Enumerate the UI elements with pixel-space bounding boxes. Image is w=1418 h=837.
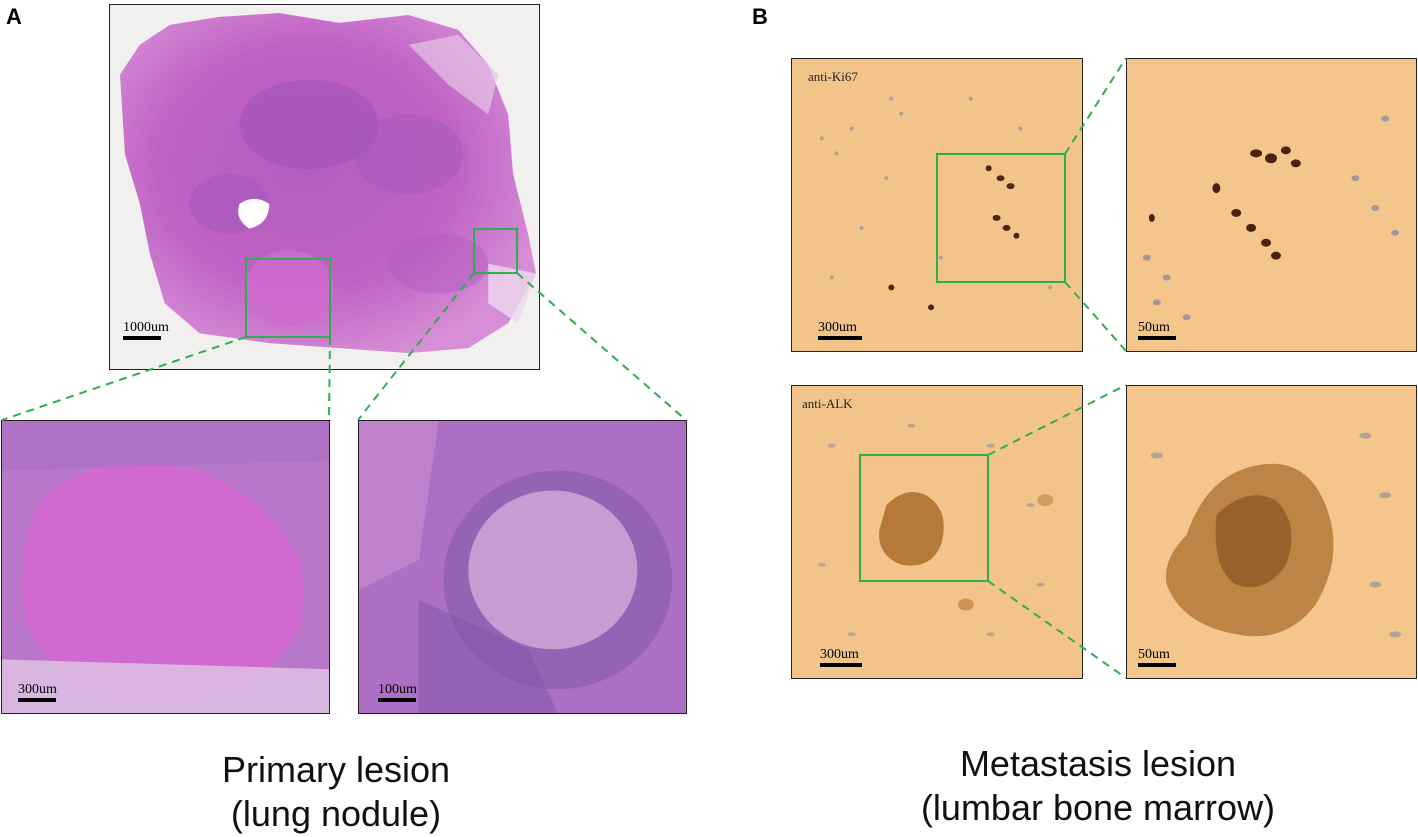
panel-label-a: A — [6, 4, 22, 29]
alk-image: anti-ALK 300um — [791, 385, 1083, 679]
alk-scale-label: 300um — [820, 647, 859, 662]
primary-caption-line2: (lung nodule) — [230, 793, 442, 834]
metastasis-caption-line1: Metastasis lesion — [959, 743, 1237, 784]
he-zoom-right-image: 100um — [358, 420, 687, 714]
alk-zoom-scale-label: 50um — [1138, 647, 1170, 662]
zoom-right-scale-label: 100um — [378, 682, 417, 697]
zoom-left-scale-bar — [18, 698, 56, 702]
zoom-left-scale-label: 300um — [18, 682, 57, 697]
overview-scale-label: 1000um — [123, 320, 169, 335]
ki67-image: anti-Ki67 300um — [791, 58, 1083, 352]
ki67-zoom-image: 50um — [1126, 58, 1417, 352]
overview-scale-bar — [123, 336, 161, 340]
ki67-stain-label: anti-Ki67 — [808, 69, 858, 84]
alk-zoom-scale-bar — [1138, 663, 1176, 667]
ki67-zoom-scale-label: 50um — [1138, 320, 1170, 335]
ki67-scale-bar — [818, 336, 862, 340]
zoom-right-scale-bar — [378, 698, 416, 702]
he-overview-image: 1000um — [109, 4, 540, 370]
metastasis-caption-line2: (lumbar bone marrow) — [920, 787, 1276, 828]
alk-stain-label: anti-ALK — [802, 396, 853, 411]
primary-caption-line1: Primary lesion — [221, 749, 451, 790]
panel-label-b: B — [752, 4, 768, 29]
ki67-scale-label: 300um — [818, 320, 857, 335]
ki67-zoom-scale-bar — [1138, 336, 1176, 340]
metastasis-caption: Metastasis lesion (lumbar bone marrow) — [898, 742, 1298, 830]
alk-zoom-image: 50um — [1126, 385, 1417, 679]
connector-right-2 — [516, 272, 687, 421]
alk-scale-bar — [820, 663, 862, 667]
primary-caption: Primary lesion (lung nodule) — [186, 748, 486, 836]
he-zoom-left-image: 300um — [1, 420, 330, 714]
